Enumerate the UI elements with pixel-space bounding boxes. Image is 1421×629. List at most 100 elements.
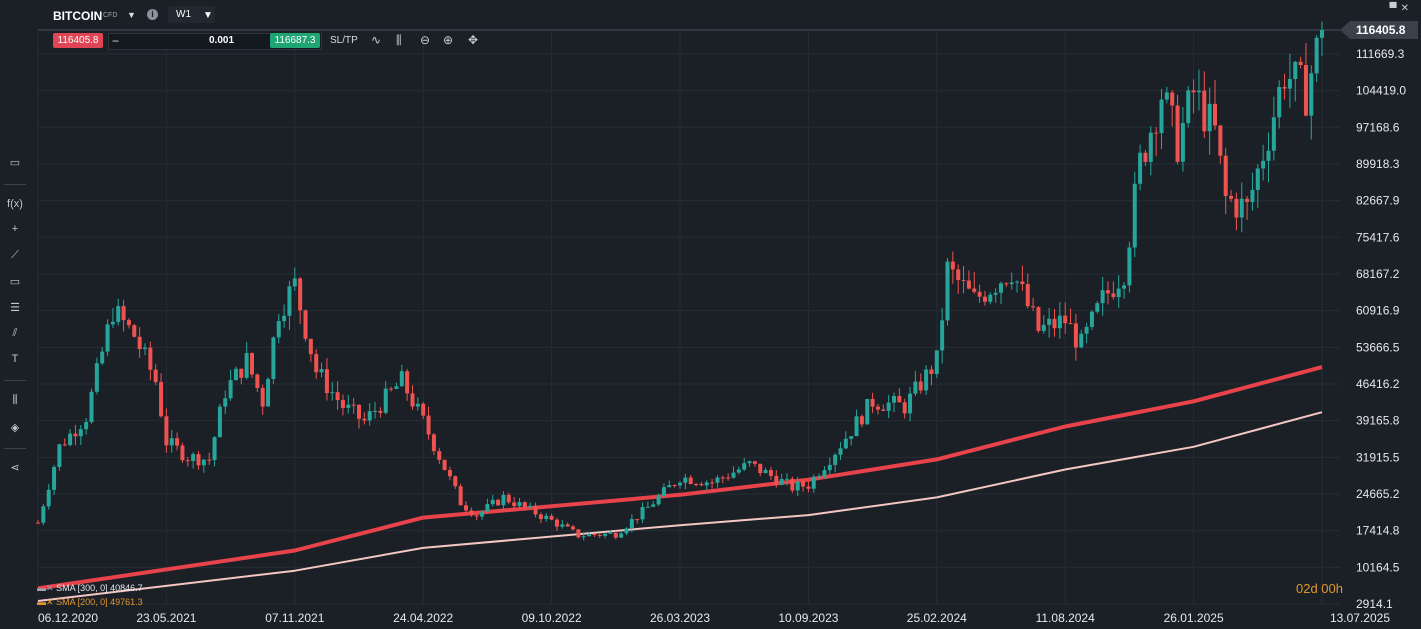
candle-body <box>185 460 190 462</box>
legend-eye-icon[interactable]: ▬✕ <box>37 597 54 607</box>
symbol-name[interactable]: BITCOIN <box>53 9 103 23</box>
screen-icon[interactable]: ▭ <box>9 157 21 169</box>
candle-body <box>437 451 442 460</box>
candle-body <box>1073 323 1078 348</box>
candle-body <box>1202 90 1207 132</box>
symbol-dropdown-icon[interactable]: ▼ <box>127 10 136 20</box>
candle-body <box>752 461 757 464</box>
candle-body <box>918 381 923 391</box>
minus-icon[interactable]: − <box>112 34 120 48</box>
candle-body <box>431 434 436 452</box>
candle-body <box>1287 79 1292 89</box>
buy-button[interactable]: 116687.3 <box>270 33 320 48</box>
candle-body <box>324 369 329 394</box>
candle-body <box>817 476 822 478</box>
x-tick-label: 10.09.2023 <box>778 611 838 625</box>
text-tool-icon[interactable]: T <box>11 353 19 365</box>
candle-body <box>656 495 661 505</box>
legend-eye-icon[interactable]: ▬✕ <box>37 583 54 593</box>
candle-body <box>415 403 420 407</box>
timeframe-select[interactable]: W1 ▼ <box>168 6 215 23</box>
legend-sma-300-label: SMA [300, 0] 40846.7 <box>56 583 143 593</box>
crosshair-tool-icon[interactable]: + <box>11 223 19 235</box>
sma-200-line <box>37 365 1323 591</box>
candle-body <box>1170 92 1175 106</box>
candle-body <box>394 386 399 389</box>
x-tick-label: 06.12.2020 <box>38 611 98 625</box>
candle-body <box>458 486 463 506</box>
candle-body <box>410 393 415 407</box>
y-tick-label: 82667.9 <box>1356 194 1400 208</box>
legend-sma-300[interactable]: ▬✕ SMA [300, 0] 40846.7 <box>37 583 143 594</box>
candle-body <box>298 278 303 311</box>
sell-button[interactable]: 116405.8 <box>53 33 103 48</box>
share-icon[interactable]: ⋖ <box>10 462 20 474</box>
info-icon[interactable]: i <box>147 9 158 20</box>
candle-body <box>726 477 731 479</box>
candle-body <box>1282 86 1287 89</box>
candle-body <box>544 515 549 519</box>
candle-body <box>1036 307 1041 331</box>
timeframe-value: W1 <box>176 9 191 20</box>
candle-body <box>405 371 410 394</box>
candle-body <box>704 482 709 486</box>
grid <box>37 29 1340 605</box>
x-axis: 06.12.2020 23.05.2021 07.11.2021 24.04.2022… <box>38 611 1390 625</box>
candle-body <box>672 485 677 487</box>
candle-body <box>1089 311 1094 327</box>
candle-body <box>426 415 431 435</box>
candle-body <box>389 388 394 390</box>
candle-body <box>1063 315 1068 324</box>
candle-body <box>801 481 806 487</box>
candle-body <box>795 481 800 491</box>
sltp-button[interactable]: SL/TP <box>330 35 358 46</box>
candle-body <box>956 269 961 281</box>
candle-body <box>988 294 993 302</box>
candle-body <box>565 524 570 527</box>
rectangle-icon[interactable]: ▭ <box>9 276 21 288</box>
candle-body <box>528 505 533 507</box>
candle-body <box>362 418 367 421</box>
crosshair-icon[interactable]: ✥ <box>468 33 479 47</box>
gann-fan-icon[interactable]: ⫽ <box>12 327 18 339</box>
candle-body <box>485 504 490 512</box>
layers-icon[interactable]: ◈ <box>10 422 20 434</box>
chart-type-icon[interactable]: ⫼ <box>12 394 18 406</box>
candle-body <box>1004 283 1009 285</box>
candle-body <box>683 477 688 483</box>
candle-body <box>699 484 704 486</box>
candle-body <box>330 392 335 394</box>
candle-body <box>822 470 827 477</box>
current-price-tag <box>1340 21 1418 39</box>
fibonacci-icon[interactable]: ☰ <box>10 302 20 314</box>
candle-body <box>191 454 196 462</box>
quantity-value[interactable]: 0.001 <box>209 35 235 46</box>
line-chart-icon[interactable]: ∿ <box>371 33 382 47</box>
x-tick-label: 13.07.2025 <box>1330 611 1390 625</box>
candle-body <box>897 395 902 403</box>
symbol-tag: CFD <box>103 12 118 19</box>
maximize-icon[interactable]: ▀ <box>1389 3 1401 14</box>
candle-body <box>592 533 597 535</box>
trendline-icon[interactable]: ⟋ <box>11 249 19 261</box>
candle-body <box>1041 324 1046 331</box>
candle-body <box>1255 168 1260 190</box>
legend-sma-200[interactable]: ▬✕ SMA [200, 0] 49761.3 <box>37 597 143 608</box>
close-icon[interactable]: ✕ <box>1400 3 1413 14</box>
candle-body <box>100 351 105 364</box>
candles-icon[interactable]: ⫼ <box>396 33 402 47</box>
zoom-out-icon[interactable]: ⊖ <box>420 33 431 47</box>
x-tick-label: 07.11.2021 <box>265 611 324 625</box>
candle-body <box>667 485 672 488</box>
candle-body <box>201 459 206 466</box>
candle-body <box>490 499 495 505</box>
candle-body <box>517 502 522 507</box>
candle-body <box>1159 99 1164 134</box>
candle-body <box>678 482 682 486</box>
function-icon[interactable]: f(x) <box>7 198 23 210</box>
zoom-in-icon[interactable]: ⊕ <box>443 33 454 47</box>
candle-body <box>501 494 506 506</box>
candle-body <box>1122 285 1127 289</box>
candle-body <box>843 438 848 449</box>
